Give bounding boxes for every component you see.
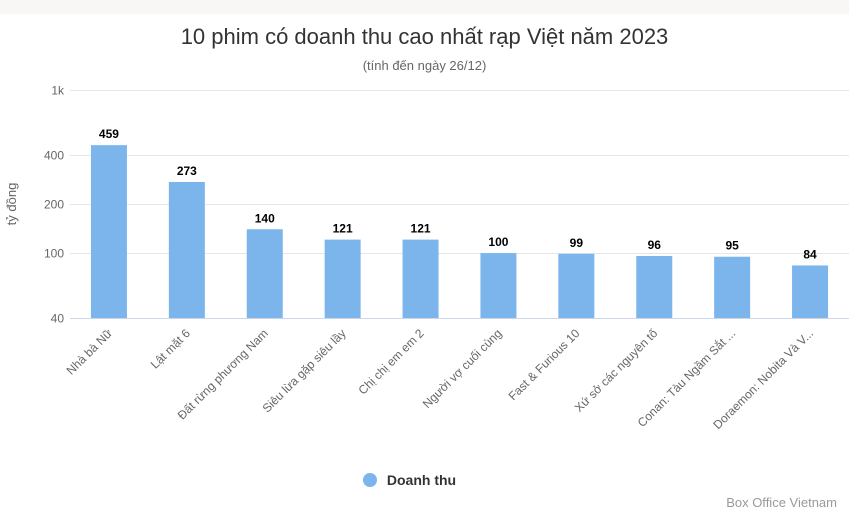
bar xyxy=(168,181,205,318)
legend-swatch xyxy=(362,473,377,487)
y-tick-label: 400 xyxy=(44,149,64,163)
data-label: 121 xyxy=(333,222,353,236)
y-tick-label: 1k xyxy=(51,84,65,98)
x-tick-label: Nhà bà Nữ xyxy=(64,326,115,377)
bar xyxy=(402,239,439,318)
x-tick-label: Xứ sở các nguyên tố xyxy=(572,326,661,415)
y-tick-label: 40 xyxy=(51,312,65,326)
data-label: 99 xyxy=(570,236,584,250)
bar xyxy=(792,265,829,318)
top-strip xyxy=(0,0,849,14)
credits[interactable]: Box Office Vietnam xyxy=(726,495,837,510)
data-label: 95 xyxy=(725,239,739,253)
data-label: 140 xyxy=(255,211,275,225)
data-label: 273 xyxy=(177,164,197,178)
chart-subtitle: (tính đến ngày 26/12) xyxy=(362,58,487,73)
data-label: 459 xyxy=(99,127,119,141)
data-label: 100 xyxy=(488,235,508,249)
legend-label: Doanh thu xyxy=(386,472,457,488)
x-tick-label: Fast & Furious 10 xyxy=(506,326,583,403)
bar xyxy=(636,255,673,318)
data-label: 96 xyxy=(648,238,662,252)
x-tick-label: Siêu lừa gặp siêu lầy xyxy=(260,326,349,415)
y-axis-title: tỷ đồng xyxy=(4,183,19,226)
y-tick-label: 200 xyxy=(44,198,64,212)
data-label: 84 xyxy=(803,247,817,261)
bar xyxy=(246,229,283,318)
x-tick-label: Lật mặt 6 xyxy=(148,326,194,372)
x-tick-label: Đất rừng phương Nam xyxy=(175,326,271,422)
bar xyxy=(714,256,751,318)
chart-title: 10 phim có doanh thu cao nhất rạp Việt n… xyxy=(180,24,669,49)
legend[interactable]: Doanh thu xyxy=(0,472,849,488)
data-label: 121 xyxy=(411,222,431,236)
bar xyxy=(90,145,127,318)
bar xyxy=(558,253,595,318)
bar xyxy=(324,239,361,318)
y-tick-label: 100 xyxy=(44,247,64,261)
x-tick-label: Chị chị em em 2 xyxy=(355,326,426,397)
bar xyxy=(480,253,517,318)
x-tick-label: Người vợ cuối cùng xyxy=(420,326,505,411)
